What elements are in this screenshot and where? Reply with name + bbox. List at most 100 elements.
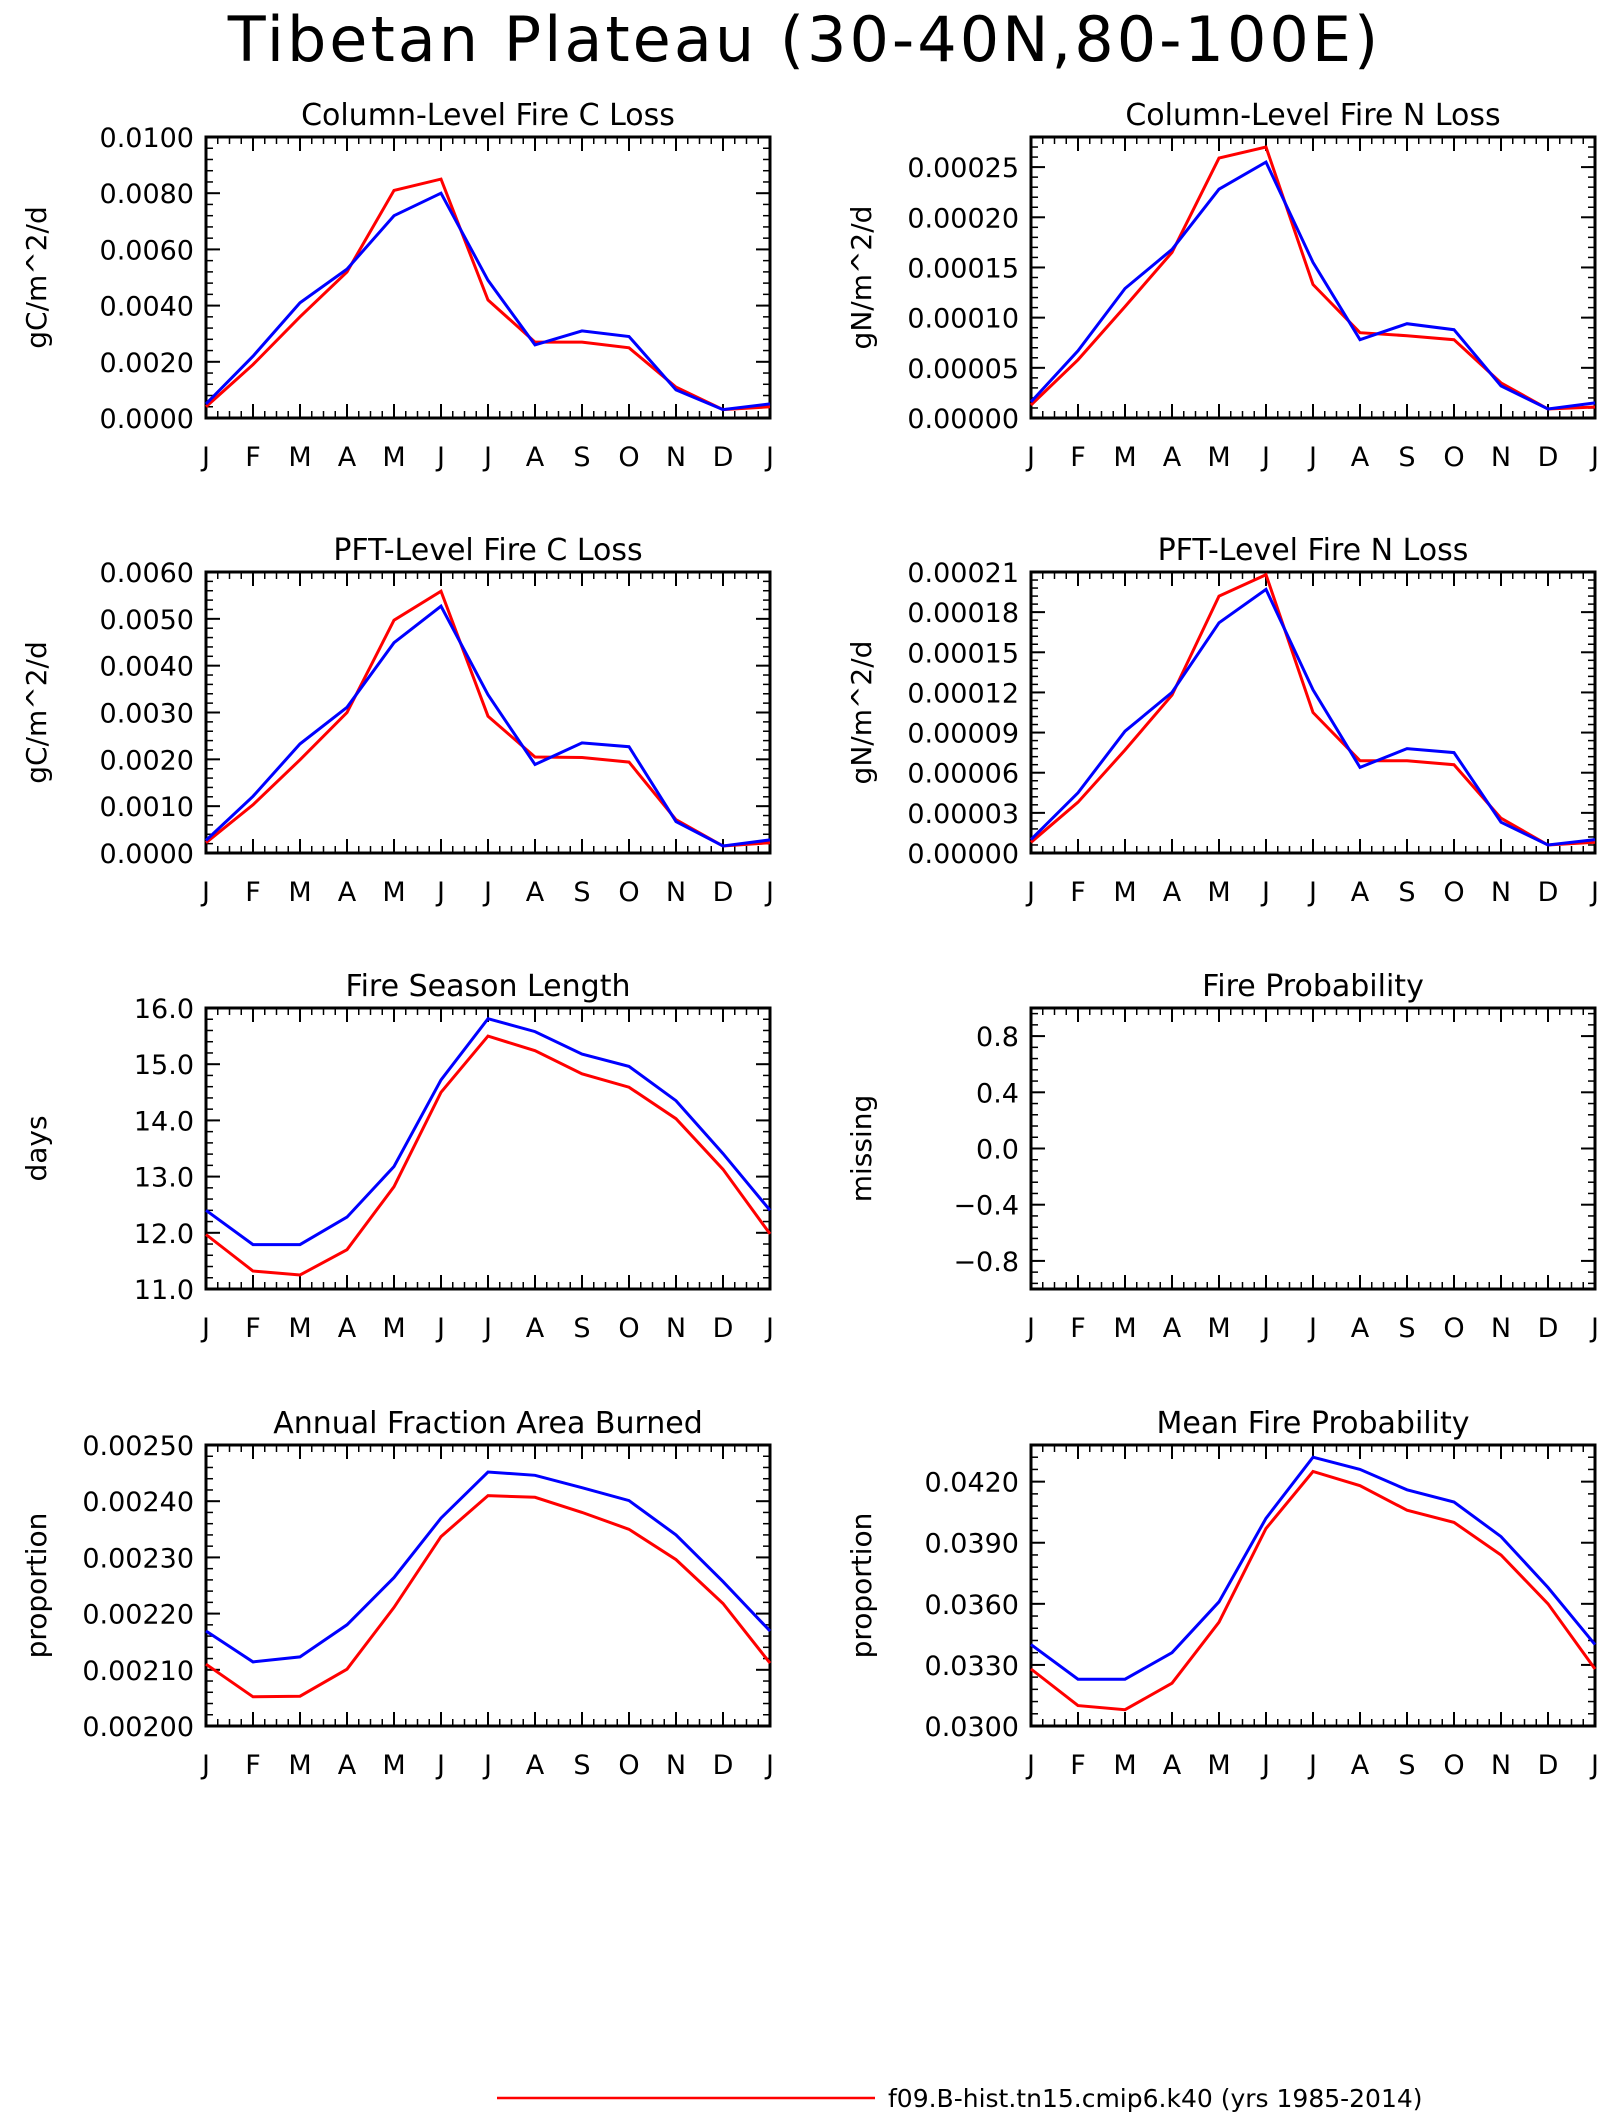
y-tick-label: 16.0 (134, 994, 194, 1025)
x-tick-label: J (1260, 442, 1270, 473)
x-tick-label: J (1589, 1750, 1599, 1781)
x-tick-label: M (1207, 1313, 1230, 1344)
y-tick-label: 0.0300 (925, 1712, 1019, 1743)
x-tick-label: A (526, 877, 545, 908)
y-tick-label: 0.0360 (925, 1590, 1019, 1621)
x-tick-label: D (713, 1750, 734, 1781)
x-tick-label: J (1589, 877, 1599, 908)
series-line-red (205, 1494, 772, 1699)
y-tick-label: 0.0040 (100, 652, 194, 683)
x-tick-label: J (482, 877, 492, 908)
y-tick-label: 0.00018 (907, 598, 1019, 629)
y-tick-label: 0.00210 (82, 1656, 194, 1687)
x-tick-label: O (1443, 442, 1464, 473)
x-tick-label: M (1113, 1313, 1136, 1344)
x-tick-label: A (1163, 877, 1182, 908)
x-tick-label: A (526, 1750, 545, 1781)
x-tick-label: D (713, 1313, 734, 1344)
y-tick-label: 0.0060 (100, 235, 194, 266)
x-tick-label: F (1070, 442, 1086, 473)
x-tick-label: J (482, 1750, 492, 1781)
x-tick-label: D (1538, 1313, 1559, 1344)
y-tick-label: 15.0 (134, 1050, 194, 1081)
y-tick-label: 0.00000 (907, 839, 1019, 870)
x-tick-label: J (435, 1313, 445, 1344)
x-tick-label: S (1398, 877, 1415, 908)
x-tick-label: M (288, 442, 311, 473)
x-tick-label: J (482, 1313, 492, 1344)
y-tick-label: 0.00220 (82, 1600, 194, 1631)
x-tick-label: M (382, 877, 405, 908)
y-tick-label: 0.0020 (100, 348, 194, 379)
x-tick-label: J (1260, 1313, 1270, 1344)
y-tick-label: 0.0060 (100, 558, 194, 589)
series-line-blue (1029, 587, 1596, 847)
x-tick-label: A (1351, 1750, 1370, 1781)
series-line-red (204, 177, 771, 412)
x-tick-label: J (764, 877, 774, 908)
x-tick-label: S (573, 1313, 590, 1344)
plot-frame (1029, 1443, 1597, 1728)
x-tick-label: M (1207, 1750, 1230, 1781)
x-tick-label: J (764, 442, 774, 473)
y-axis-label: proportion (20, 1513, 53, 1659)
x-tick-label: J (200, 1313, 210, 1344)
y-tick-label: 0.0010 (100, 792, 194, 823)
x-tick-label: O (618, 1313, 639, 1344)
series-line-red (1030, 1469, 1597, 1712)
x-tick-label: A (1351, 877, 1370, 908)
x-tick-label: A (338, 442, 357, 473)
x-tick-label: A (526, 1313, 545, 1344)
y-tick-label: 0.00006 (907, 759, 1019, 790)
x-tick-label: N (1491, 1750, 1511, 1781)
series-line-red (205, 1034, 772, 1277)
x-tick-label: M (1113, 877, 1136, 908)
x-tick-label: S (1398, 442, 1415, 473)
x-tick-label: N (666, 1750, 686, 1781)
x-tick-label: J (435, 442, 445, 473)
panel-title: Column-Level Fire C Loss (301, 98, 675, 133)
x-tick-label: D (713, 442, 734, 473)
x-tick-label: J (1307, 877, 1317, 908)
x-tick-label: J (1307, 1750, 1317, 1781)
y-tick-label: 0.00250 (82, 1431, 194, 1462)
x-tick-label: J (1025, 1313, 1035, 1344)
y-tick-label: 0.00240 (82, 1487, 194, 1518)
series-line-blue (205, 1016, 772, 1247)
x-tick-label: O (1443, 877, 1464, 908)
y-tick-label: 0.4 (976, 1078, 1019, 1109)
y-tick-label: 0.0420 (925, 1468, 1019, 1499)
x-tick-label: J (1025, 877, 1035, 908)
y-tick-label: 0.00021 (907, 558, 1019, 589)
x-tick-label: J (200, 1750, 210, 1781)
x-tick-label: S (1398, 1750, 1415, 1781)
x-tick-label: J (1589, 1313, 1599, 1344)
x-tick-label: S (573, 877, 590, 908)
x-tick-label: S (573, 1750, 590, 1781)
x-tick-label: A (1351, 1313, 1370, 1344)
y-tick-label: 0.00015 (907, 253, 1019, 284)
plot-frame (1029, 135, 1597, 420)
x-tick-label: J (200, 877, 210, 908)
y-tick-label: 0.0 (976, 1135, 1019, 1166)
panel-title: Fire Probability (1202, 969, 1424, 1004)
y-tick-label: 0.00003 (907, 799, 1019, 830)
y-tick-label: 0.8 (976, 1022, 1019, 1053)
x-tick-label: A (338, 1750, 357, 1781)
x-tick-label: M (1207, 877, 1230, 908)
x-tick-label: M (1113, 442, 1136, 473)
x-tick-label: F (1070, 877, 1086, 908)
panel-title: Annual Fraction Area Burned (273, 1406, 703, 1441)
x-tick-label: A (1163, 442, 1182, 473)
x-tick-label: A (1351, 442, 1370, 473)
y-tick-label: 0.00230 (82, 1543, 194, 1574)
y-tick-label: 11.0 (134, 1275, 194, 1306)
y-tick-label: 0.0330 (925, 1651, 1019, 1682)
y-tick-label: −0.4 (953, 1191, 1019, 1222)
